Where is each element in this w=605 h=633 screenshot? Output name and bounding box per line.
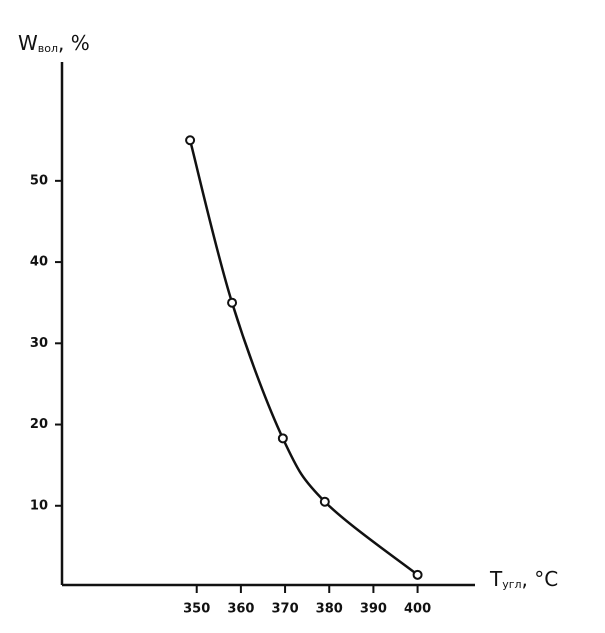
x-tick-label: 400 xyxy=(404,602,431,617)
data-point xyxy=(277,433,288,444)
x-tick-label: 350 xyxy=(183,602,210,617)
x-label-sub: угл xyxy=(502,578,521,591)
x-axis-label: Tугл, °C xyxy=(489,567,558,592)
y-tick-label: 40 xyxy=(30,255,48,270)
y-label-sub: вол xyxy=(38,42,58,55)
x-label-main: T xyxy=(489,567,503,591)
data-point xyxy=(412,569,423,580)
y-axis-label: Wвол, % xyxy=(18,31,90,56)
data-point xyxy=(227,297,238,308)
y-tick-label: 50 xyxy=(30,173,48,188)
curve xyxy=(188,139,419,576)
data-point xyxy=(319,496,330,507)
data-point xyxy=(185,135,196,146)
x-tick-label: 370 xyxy=(271,602,298,617)
y-tick-label: 10 xyxy=(30,498,48,513)
y-tick-label: 30 xyxy=(30,336,48,351)
x-tick-label: 390 xyxy=(360,602,387,617)
y-label-unit: , % xyxy=(58,31,90,55)
y-label-main: W xyxy=(18,31,38,55)
x-tick-label: 360 xyxy=(227,602,254,617)
x-tick-label: 380 xyxy=(316,602,343,617)
y-tick-label: 20 xyxy=(30,417,48,432)
x-label-unit: , °C xyxy=(522,567,559,591)
